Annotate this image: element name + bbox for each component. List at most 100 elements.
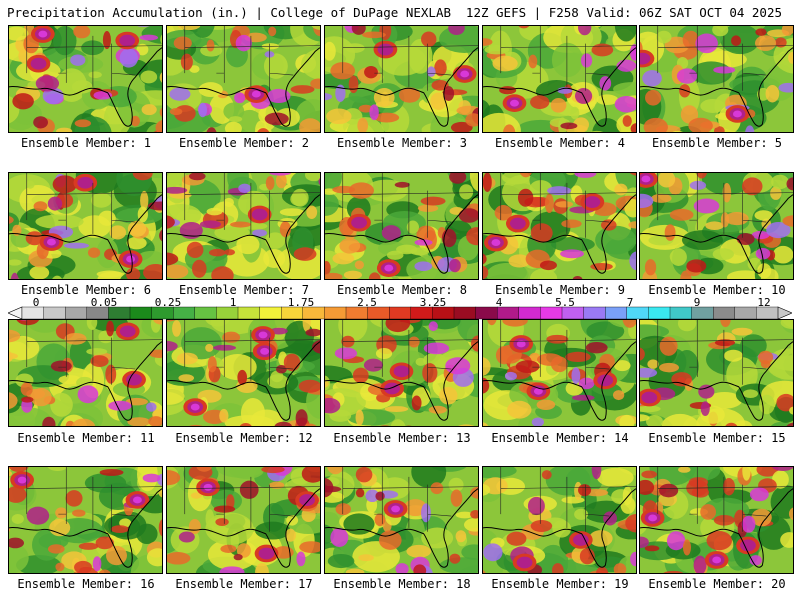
colorbar-swatch bbox=[453, 306, 477, 320]
colorbar-swatch bbox=[129, 306, 153, 320]
colorbar-tick-label: 1.75 bbox=[287, 296, 315, 309]
member-label: Ensemble Member: 20 bbox=[648, 577, 786, 591]
colorbar-swatch bbox=[324, 306, 347, 320]
map-panel-member-14 bbox=[482, 319, 637, 427]
precip-field bbox=[9, 26, 162, 132]
map-panel-member-6 bbox=[8, 172, 163, 280]
member-label: Ensemble Member: 7 bbox=[178, 283, 310, 297]
precip-field bbox=[325, 173, 478, 279]
member-label: Ensemble Member: 19 bbox=[491, 577, 629, 591]
precipitation-map bbox=[167, 320, 320, 426]
precipitation-map bbox=[325, 467, 478, 573]
state-borders bbox=[657, 320, 793, 385]
map-panel-member-1 bbox=[8, 25, 163, 133]
state-borders bbox=[342, 26, 478, 91]
precipitation-map bbox=[9, 173, 162, 279]
member-label: Ensemble Member: 11 bbox=[17, 431, 155, 445]
member-label: Ensemble Member: 16 bbox=[17, 577, 155, 591]
precipitation-map bbox=[167, 173, 320, 279]
member-label: Ensemble Member: 10 bbox=[648, 283, 786, 297]
precip-field bbox=[640, 26, 793, 132]
precipitation-map bbox=[483, 173, 636, 279]
map-panel-member-8 bbox=[324, 172, 479, 280]
coastline bbox=[167, 488, 320, 568]
coastline bbox=[167, 194, 320, 274]
colorbar-tick-label: 12 bbox=[757, 296, 771, 309]
precip-field bbox=[325, 26, 478, 132]
state-borders bbox=[500, 26, 636, 91]
state-borders bbox=[184, 26, 320, 91]
member-label: Ensemble Member: 14 bbox=[491, 431, 629, 445]
colorbar-tick-label: 0.25 bbox=[154, 296, 182, 309]
page-title: Precipitation Accumulation (in.) | Colle… bbox=[7, 5, 452, 20]
coastline bbox=[325, 488, 478, 568]
colorbar-swatch bbox=[43, 306, 66, 320]
member-label: Ensemble Member: 18 bbox=[333, 577, 471, 591]
member-label: Ensemble Member: 2 bbox=[178, 136, 310, 150]
state-borders bbox=[342, 467, 478, 532]
coastline bbox=[640, 194, 793, 274]
colorbar-tick-label: 2.5 bbox=[357, 296, 377, 309]
precipitation-map bbox=[9, 320, 162, 426]
map-panel-member-2 bbox=[166, 25, 321, 133]
colorbar-tick-label: 5.5 bbox=[555, 296, 575, 309]
precipitation-map bbox=[325, 320, 478, 426]
member-label: Ensemble Member: 5 bbox=[651, 136, 783, 150]
colorbar-tick-label: 0 bbox=[32, 296, 40, 309]
coastline bbox=[483, 194, 636, 274]
precipitation-map bbox=[483, 320, 636, 426]
precip-field bbox=[9, 320, 162, 426]
colorbar-tick-label: 9 bbox=[693, 296, 701, 309]
precip-field bbox=[325, 320, 478, 426]
member-label: Ensemble Member: 4 bbox=[494, 136, 626, 150]
colorbar-swatch bbox=[583, 306, 606, 320]
precip-field bbox=[483, 320, 636, 426]
coastline bbox=[483, 341, 636, 421]
member-label: Ensemble Member: 15 bbox=[648, 431, 786, 445]
member-label: Ensemble Member: 12 bbox=[175, 431, 313, 445]
state-borders bbox=[657, 173, 793, 238]
coastline bbox=[325, 194, 478, 274]
precipitation-map bbox=[640, 26, 793, 132]
colorbar-swatch bbox=[389, 306, 412, 320]
colorbar-min-arrow bbox=[8, 306, 23, 320]
state-borders bbox=[500, 320, 636, 385]
map-panel-member-19 bbox=[482, 466, 637, 574]
precip-field bbox=[167, 320, 320, 426]
state-borders bbox=[657, 26, 793, 91]
precip-field bbox=[325, 467, 478, 573]
map-panel-member-12 bbox=[166, 319, 321, 427]
member-label: Ensemble Member: 3 bbox=[336, 136, 468, 150]
coastline bbox=[325, 47, 478, 127]
precipitation-colorbar bbox=[8, 306, 792, 320]
colorbar-swatch bbox=[194, 306, 217, 320]
map-panel-member-20 bbox=[639, 466, 794, 574]
map-panel-member-9 bbox=[482, 172, 637, 280]
precipitation-map bbox=[640, 173, 793, 279]
colorbar-tick-label: 7 bbox=[626, 296, 634, 309]
member-label: Ensemble Member: 13 bbox=[333, 431, 471, 445]
state-borders bbox=[26, 173, 162, 238]
coastline bbox=[483, 488, 636, 568]
map-panel-member-18 bbox=[324, 466, 479, 574]
precipitation-map bbox=[325, 26, 478, 132]
coastline bbox=[483, 47, 636, 127]
colorbar-swatch bbox=[734, 306, 757, 320]
precipitation-map bbox=[167, 26, 320, 132]
coastline bbox=[9, 194, 162, 274]
colorbar-swatch bbox=[669, 306, 693, 320]
precip-field bbox=[167, 173, 320, 279]
map-panel-member-10 bbox=[639, 172, 794, 280]
coastline bbox=[640, 341, 793, 421]
model-run-info: 12Z GEFS | F258 Valid: 06Z SAT OCT 04 20… bbox=[465, 5, 782, 20]
colorbar-swatch bbox=[259, 306, 282, 320]
colorbar-swatch bbox=[605, 306, 628, 320]
state-borders bbox=[26, 320, 162, 385]
map-panel-member-3 bbox=[324, 25, 479, 133]
map-panel-member-13 bbox=[324, 319, 479, 427]
colorbar-swatch bbox=[648, 306, 671, 320]
map-panel-member-4 bbox=[482, 25, 637, 133]
member-label: Ensemble Member: 8 bbox=[336, 283, 468, 297]
coastline bbox=[167, 341, 320, 421]
precipitation-map bbox=[325, 173, 478, 279]
